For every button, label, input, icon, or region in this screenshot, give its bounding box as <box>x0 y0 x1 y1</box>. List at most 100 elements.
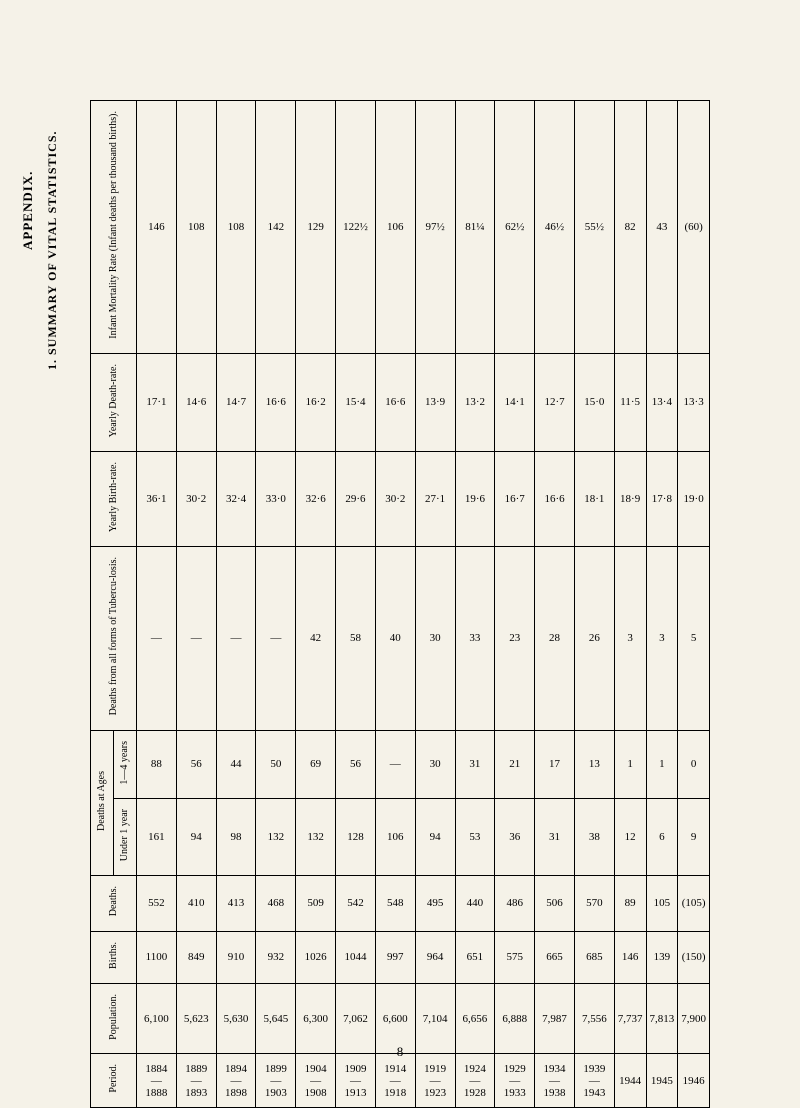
table-cell: 94 <box>415 799 455 876</box>
table-cell: 15·0 <box>574 353 614 451</box>
vital-stats-table: Infant Mortality Rate (Infant deaths per… <box>90 100 710 1108</box>
table-cell: 97½ <box>415 101 455 354</box>
table-cell: 14·7 <box>216 353 256 451</box>
table-cell: 132 <box>256 799 296 876</box>
table-cell: 14·1 <box>495 353 535 451</box>
table-cell: 12 <box>614 799 646 876</box>
table-cell: 1914—1918 <box>375 1054 415 1108</box>
table-cell: 910 <box>216 931 256 983</box>
table-cell: 58 <box>336 547 376 730</box>
table-cell: 5,623 <box>176 983 216 1054</box>
table-cell: 106 <box>375 799 415 876</box>
table-cell: 3 <box>614 547 646 730</box>
table-cell: — <box>375 730 415 799</box>
table-cell: 685 <box>574 931 614 983</box>
table-cell: 94 <box>176 799 216 876</box>
table-cell: — <box>176 547 216 730</box>
table-cell: 7,813 <box>646 983 678 1054</box>
table-cell: 146 <box>614 931 646 983</box>
table-cell: 1946 <box>678 1054 710 1108</box>
table-cell: 1945 <box>646 1054 678 1108</box>
table-cell: 33·0 <box>256 452 296 547</box>
table-cell: 30 <box>415 547 455 730</box>
table-cell: 575 <box>495 931 535 983</box>
table-cell: 14·6 <box>176 353 216 451</box>
table-cell: 69 <box>296 730 336 799</box>
table-cell: 105 <box>646 876 678 931</box>
table-cell: 1 <box>614 730 646 799</box>
row-header: Deaths. <box>91 876 137 931</box>
table-cell: 1100 <box>137 931 177 983</box>
table-cell: 5,630 <box>216 983 256 1054</box>
summary-heading: 1. SUMMARY OF VITAL STATISTICS. <box>45 130 60 370</box>
table-cell: 570 <box>574 876 614 931</box>
table-cell: 36·1 <box>137 452 177 547</box>
page-number: 8 <box>397 1044 404 1060</box>
table-cell: 32·4 <box>216 452 256 547</box>
table-cell: 30·2 <box>176 452 216 547</box>
table-cell: 19·6 <box>455 452 495 547</box>
table-cell: 29·6 <box>336 452 376 547</box>
table-cell: 30·2 <box>375 452 415 547</box>
table-cell: 82 <box>614 101 646 354</box>
table-cell: 88 <box>137 730 177 799</box>
table-cell: 89 <box>614 876 646 931</box>
table-cell: 542 <box>336 876 376 931</box>
table-cell: 1894—1898 <box>216 1054 256 1108</box>
table-cell: 129 <box>296 101 336 354</box>
table-cell: 28 <box>535 547 575 730</box>
table-cell: 1026 <box>296 931 336 983</box>
table-cell: 1929—1933 <box>495 1054 535 1108</box>
row-header: Yearly Birth-rate. <box>91 452 137 547</box>
table-cell: 146 <box>137 101 177 354</box>
table-cell: 495 <box>415 876 455 931</box>
page-content: Infant Mortality Rate (Infant deaths per… <box>90 100 710 1108</box>
table-cell: 7,987 <box>535 983 575 1054</box>
table-cell: 18·9 <box>614 452 646 547</box>
table-cell: 56 <box>176 730 216 799</box>
table-cell: 17·8 <box>646 452 678 547</box>
table-cell: 50 <box>256 730 296 799</box>
table-cell: 410 <box>176 876 216 931</box>
table-cell: 7,737 <box>614 983 646 1054</box>
table-cell: 21 <box>495 730 535 799</box>
table-cell: 12·7 <box>535 353 575 451</box>
table-cell: — <box>216 547 256 730</box>
table-cell: 486 <box>495 876 535 931</box>
table-cell: 1939—1943 <box>574 1054 614 1108</box>
table-cell: 31 <box>455 730 495 799</box>
table-cell: 23 <box>495 547 535 730</box>
table-cell: 128 <box>336 799 376 876</box>
table-cell: 46½ <box>535 101 575 354</box>
table-cell: 40 <box>375 547 415 730</box>
table-cell: 17 <box>535 730 575 799</box>
table-cell: 13·4 <box>646 353 678 451</box>
table-cell: 3 <box>646 547 678 730</box>
table-cell: 31 <box>535 799 575 876</box>
table-cell: 6 <box>646 799 678 876</box>
table-cell: 98 <box>216 799 256 876</box>
table-cell: 13·2 <box>455 353 495 451</box>
table-cell: 142 <box>256 101 296 354</box>
deaths-ages-header: Deaths at Ages <box>91 730 114 876</box>
table-cell: 16·6 <box>375 353 415 451</box>
table-cell: 42 <box>296 547 336 730</box>
table-cell: 509 <box>296 876 336 931</box>
table-cell: 506 <box>535 876 575 931</box>
table-cell: 16·6 <box>256 353 296 451</box>
table-cell: 665 <box>535 931 575 983</box>
table-cell: 139 <box>646 931 678 983</box>
table-cell: 1889—1893 <box>176 1054 216 1108</box>
table-cell: 55½ <box>574 101 614 354</box>
table-cell: 7,062 <box>336 983 376 1054</box>
table-cell: 413 <box>216 876 256 931</box>
table-cell: 13·3 <box>678 353 710 451</box>
table-cell: 997 <box>375 931 415 983</box>
table-cell: 108 <box>216 101 256 354</box>
table-cell: 11·5 <box>614 353 646 451</box>
table-cell: 1 <box>646 730 678 799</box>
table-cell: 964 <box>415 931 455 983</box>
table-cell: 1884—1888 <box>137 1054 177 1108</box>
table-cell: 13 <box>574 730 614 799</box>
table-cell: 108 <box>176 101 216 354</box>
